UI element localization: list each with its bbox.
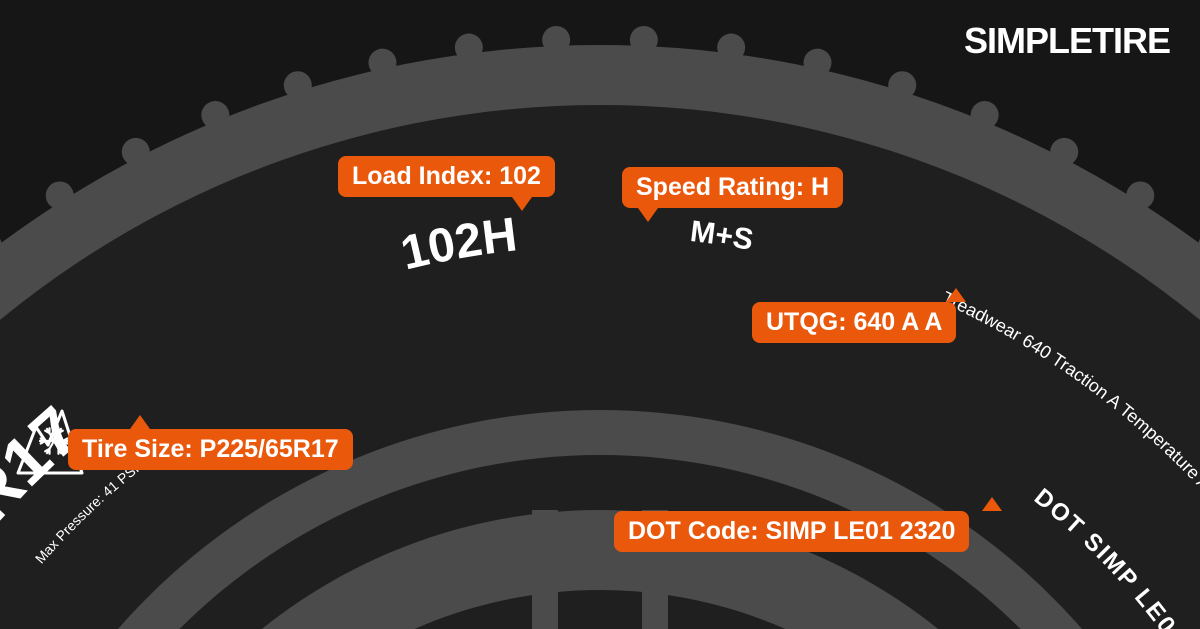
- brand-logo: SIMPLETIRE: [964, 20, 1170, 62]
- callout-tire-size: Tire Size: P225/65R17: [68, 429, 353, 470]
- callout-dot-code: DOT Code: SIMP LE01 2320: [614, 511, 969, 552]
- callout-utqg: UTQG: 640 A A: [752, 302, 956, 343]
- callout-load-index: Load Index: 102: [338, 156, 555, 197]
- tire-diagram: P225/65R17102HM+STreadwear 640 Traction …: [0, 0, 1200, 629]
- infographic-stage: P225/65R17102HM+STreadwear 640 Traction …: [0, 0, 1200, 629]
- callout-speed-rating: Speed Rating: H: [622, 167, 843, 208]
